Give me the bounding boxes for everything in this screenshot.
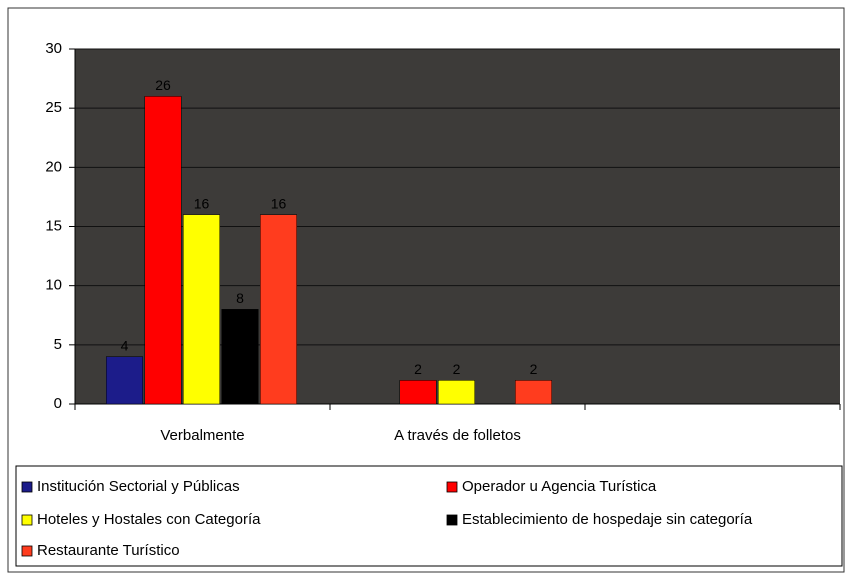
y-tick-label: 20 <box>45 158 62 175</box>
legend-label: Restaurante Turístico <box>37 542 180 559</box>
bar <box>144 96 182 405</box>
y-tick-label: 30 <box>45 40 62 57</box>
bar <box>260 214 297 405</box>
value-label: 26 <box>155 77 171 93</box>
legend-label: Hoteles y Hostales con Categoría <box>37 511 261 528</box>
bar <box>399 380 437 405</box>
bar <box>221 309 259 405</box>
legend-swatch <box>446 481 458 493</box>
y-tick-label: 5 <box>54 336 62 353</box>
value-label: 16 <box>271 195 287 211</box>
y-tick-label: 15 <box>45 217 62 234</box>
legend-swatch <box>21 514 33 526</box>
legend-swatch <box>446 514 458 526</box>
bar <box>106 356 143 405</box>
y-tick-label: 0 <box>54 395 62 412</box>
bar <box>438 380 475 405</box>
bar <box>515 380 552 405</box>
legend-label: Institución Sectorial y Públicas <box>37 478 240 495</box>
y-tick-label: 10 <box>45 277 62 294</box>
value-label: 2 <box>453 361 461 377</box>
value-label: 4 <box>121 337 129 353</box>
legend-swatch <box>21 545 33 557</box>
value-label: 16 <box>194 195 210 211</box>
x-tick-label: Verbalmente <box>160 427 244 444</box>
legend-label: Establecimiento de hospedaje sin categor… <box>462 511 753 528</box>
value-label: 8 <box>236 290 244 306</box>
y-tick-label: 25 <box>45 99 62 116</box>
legend-label: Operador u Agencia Turística <box>462 478 657 495</box>
bar <box>183 214 220 405</box>
value-label: 2 <box>414 361 422 377</box>
legend-swatch <box>21 481 33 493</box>
x-tick-label: A través de folletos <box>394 427 521 444</box>
legend-box <box>15 465 843 567</box>
value-label: 2 <box>530 361 538 377</box>
